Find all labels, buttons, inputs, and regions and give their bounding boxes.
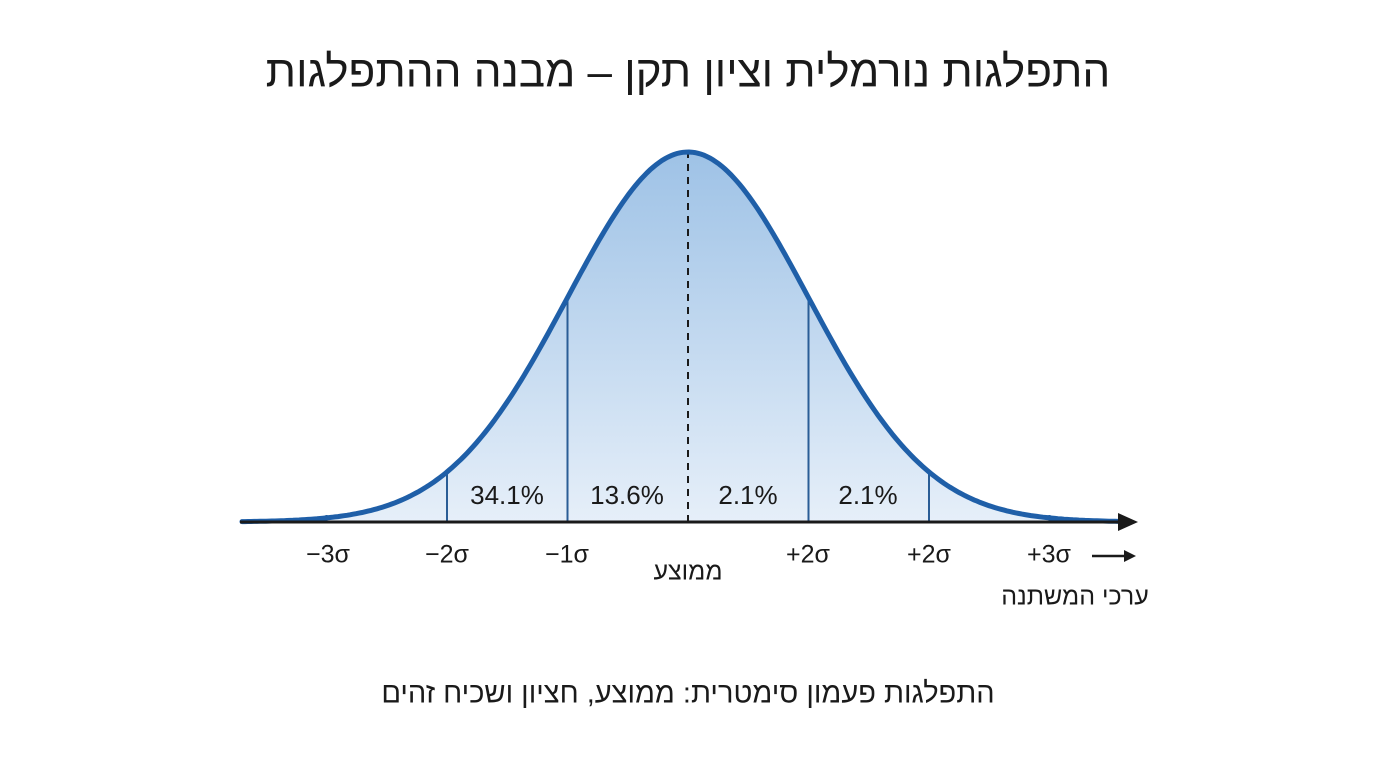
title: התפלגות נורמלית וציון תקן – מבנה ההתפלגו… (266, 48, 1111, 97)
curve-fill (242, 152, 1120, 522)
region-label: 2.1% (838, 480, 897, 510)
axis-label: +2σ (786, 541, 831, 569)
region-label: 34.1% (470, 480, 544, 510)
label-arrow-head (1124, 550, 1136, 562)
axis-label: +3σ (1027, 541, 1072, 569)
curve (239, 149, 1121, 525)
axis-arrow (1118, 513, 1138, 531)
axis-label: −1σ (545, 541, 590, 569)
curve-group (239, 149, 1121, 525)
axis-label: −3σ (306, 541, 351, 569)
region-label: 13.6% (590, 480, 664, 510)
caption: התפלגות פעמון סימטרית: ממוצע, חציון ושכי… (381, 678, 994, 710)
region-label: 2.1% (718, 480, 777, 510)
axis-label: −2σ (425, 541, 470, 569)
axis-label: +2σ (907, 541, 952, 569)
axis-title: ערכי המשתנה (1001, 583, 1149, 611)
mean-label: ממוצע (653, 558, 722, 586)
